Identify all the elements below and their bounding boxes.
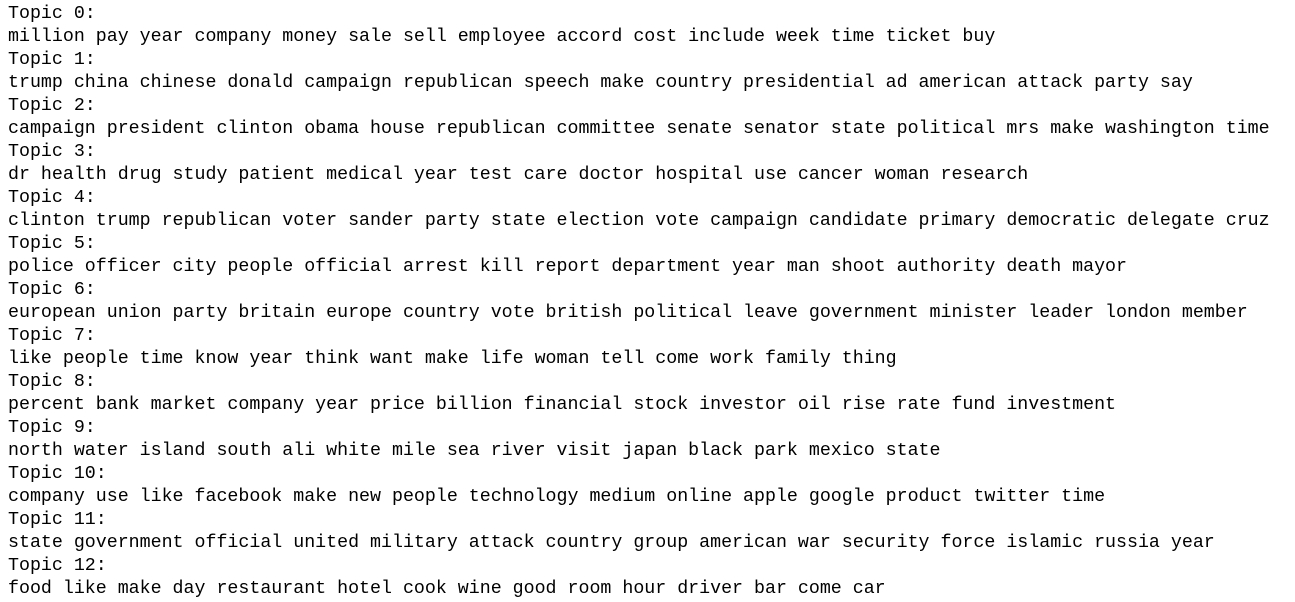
topic-words: north water island south ali white mile …: [8, 441, 941, 461]
topic-label: Topic 7:: [8, 326, 96, 346]
topic-words: trump china chinese donald campaign repu…: [8, 73, 1193, 93]
topic-words: dr health drug study patient medical yea…: [8, 165, 1029, 185]
topic-label: Topic 5:: [8, 234, 96, 254]
topic-label: Topic 9:: [8, 418, 96, 438]
topic-words: million pay year company money sale sell…: [8, 27, 996, 47]
topic-words: campaign president clinton obama house r…: [8, 119, 1270, 139]
topic-words: european union party britain europe coun…: [8, 303, 1248, 323]
topic-words: like people time know year think want ma…: [8, 349, 897, 369]
topic-label: Topic 6:: [8, 280, 96, 300]
topic-label: Topic 0:: [8, 4, 96, 24]
topic-words: police officer city people official arre…: [8, 257, 1127, 277]
topic-words: company use like facebook make new peopl…: [8, 487, 1106, 507]
topic-label: Topic 4:: [8, 188, 96, 208]
topic-words: percent bank market company year price b…: [8, 395, 1117, 415]
topic-label: Topic 12:: [8, 556, 107, 576]
topic-label: Topic 1:: [8, 50, 96, 70]
topic-label: Topic 11:: [8, 510, 107, 530]
topic-words: food like make day restaurant hotel cook…: [8, 579, 886, 599]
topic-label: Topic 2:: [8, 96, 96, 116]
topic-label: Topic 8:: [8, 372, 96, 392]
topic-label: Topic 3:: [8, 142, 96, 162]
topic-words: clinton trump republican voter sander pa…: [8, 211, 1270, 231]
topic-label: Topic 10:: [8, 464, 107, 484]
topic-words: state government official united militar…: [8, 533, 1215, 553]
